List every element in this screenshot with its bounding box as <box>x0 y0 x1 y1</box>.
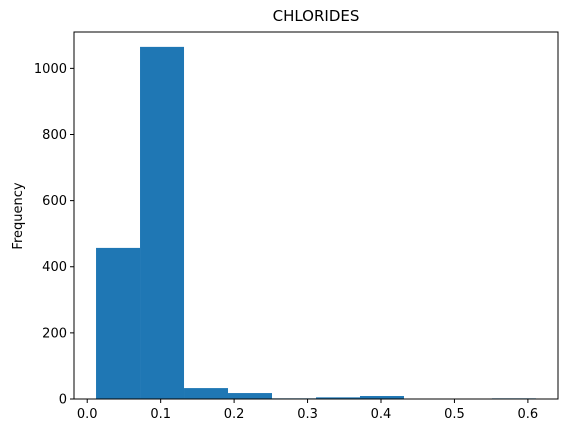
x-tick-label: 0.2 <box>224 407 245 422</box>
x-tick-label: 0.0 <box>77 407 98 422</box>
x-tick-label: 0.6 <box>518 407 539 422</box>
x-tick-label: 0.3 <box>297 407 318 422</box>
y-tick-label: 600 <box>42 194 67 209</box>
y-axis-title: Frequency <box>11 182 26 249</box>
bars-group <box>96 47 536 399</box>
histogram-bar-2 <box>140 47 184 399</box>
y-tick-label: 800 <box>42 128 67 143</box>
x-tick-label: 0.1 <box>150 407 171 422</box>
histogram-bar-3 <box>184 388 228 399</box>
y-tick-label: 1000 <box>34 62 67 77</box>
chart-title: CHLORIDES <box>273 7 360 25</box>
histogram-bar-1 <box>96 248 140 399</box>
x-tick-label: 0.5 <box>444 407 465 422</box>
y-tick-label: 0 <box>59 393 67 408</box>
histogram-bar-4 <box>228 393 272 399</box>
x-tick-label: 0.4 <box>371 407 392 422</box>
y-tick-label: 200 <box>42 326 67 341</box>
y-tick-label: 400 <box>42 260 67 275</box>
